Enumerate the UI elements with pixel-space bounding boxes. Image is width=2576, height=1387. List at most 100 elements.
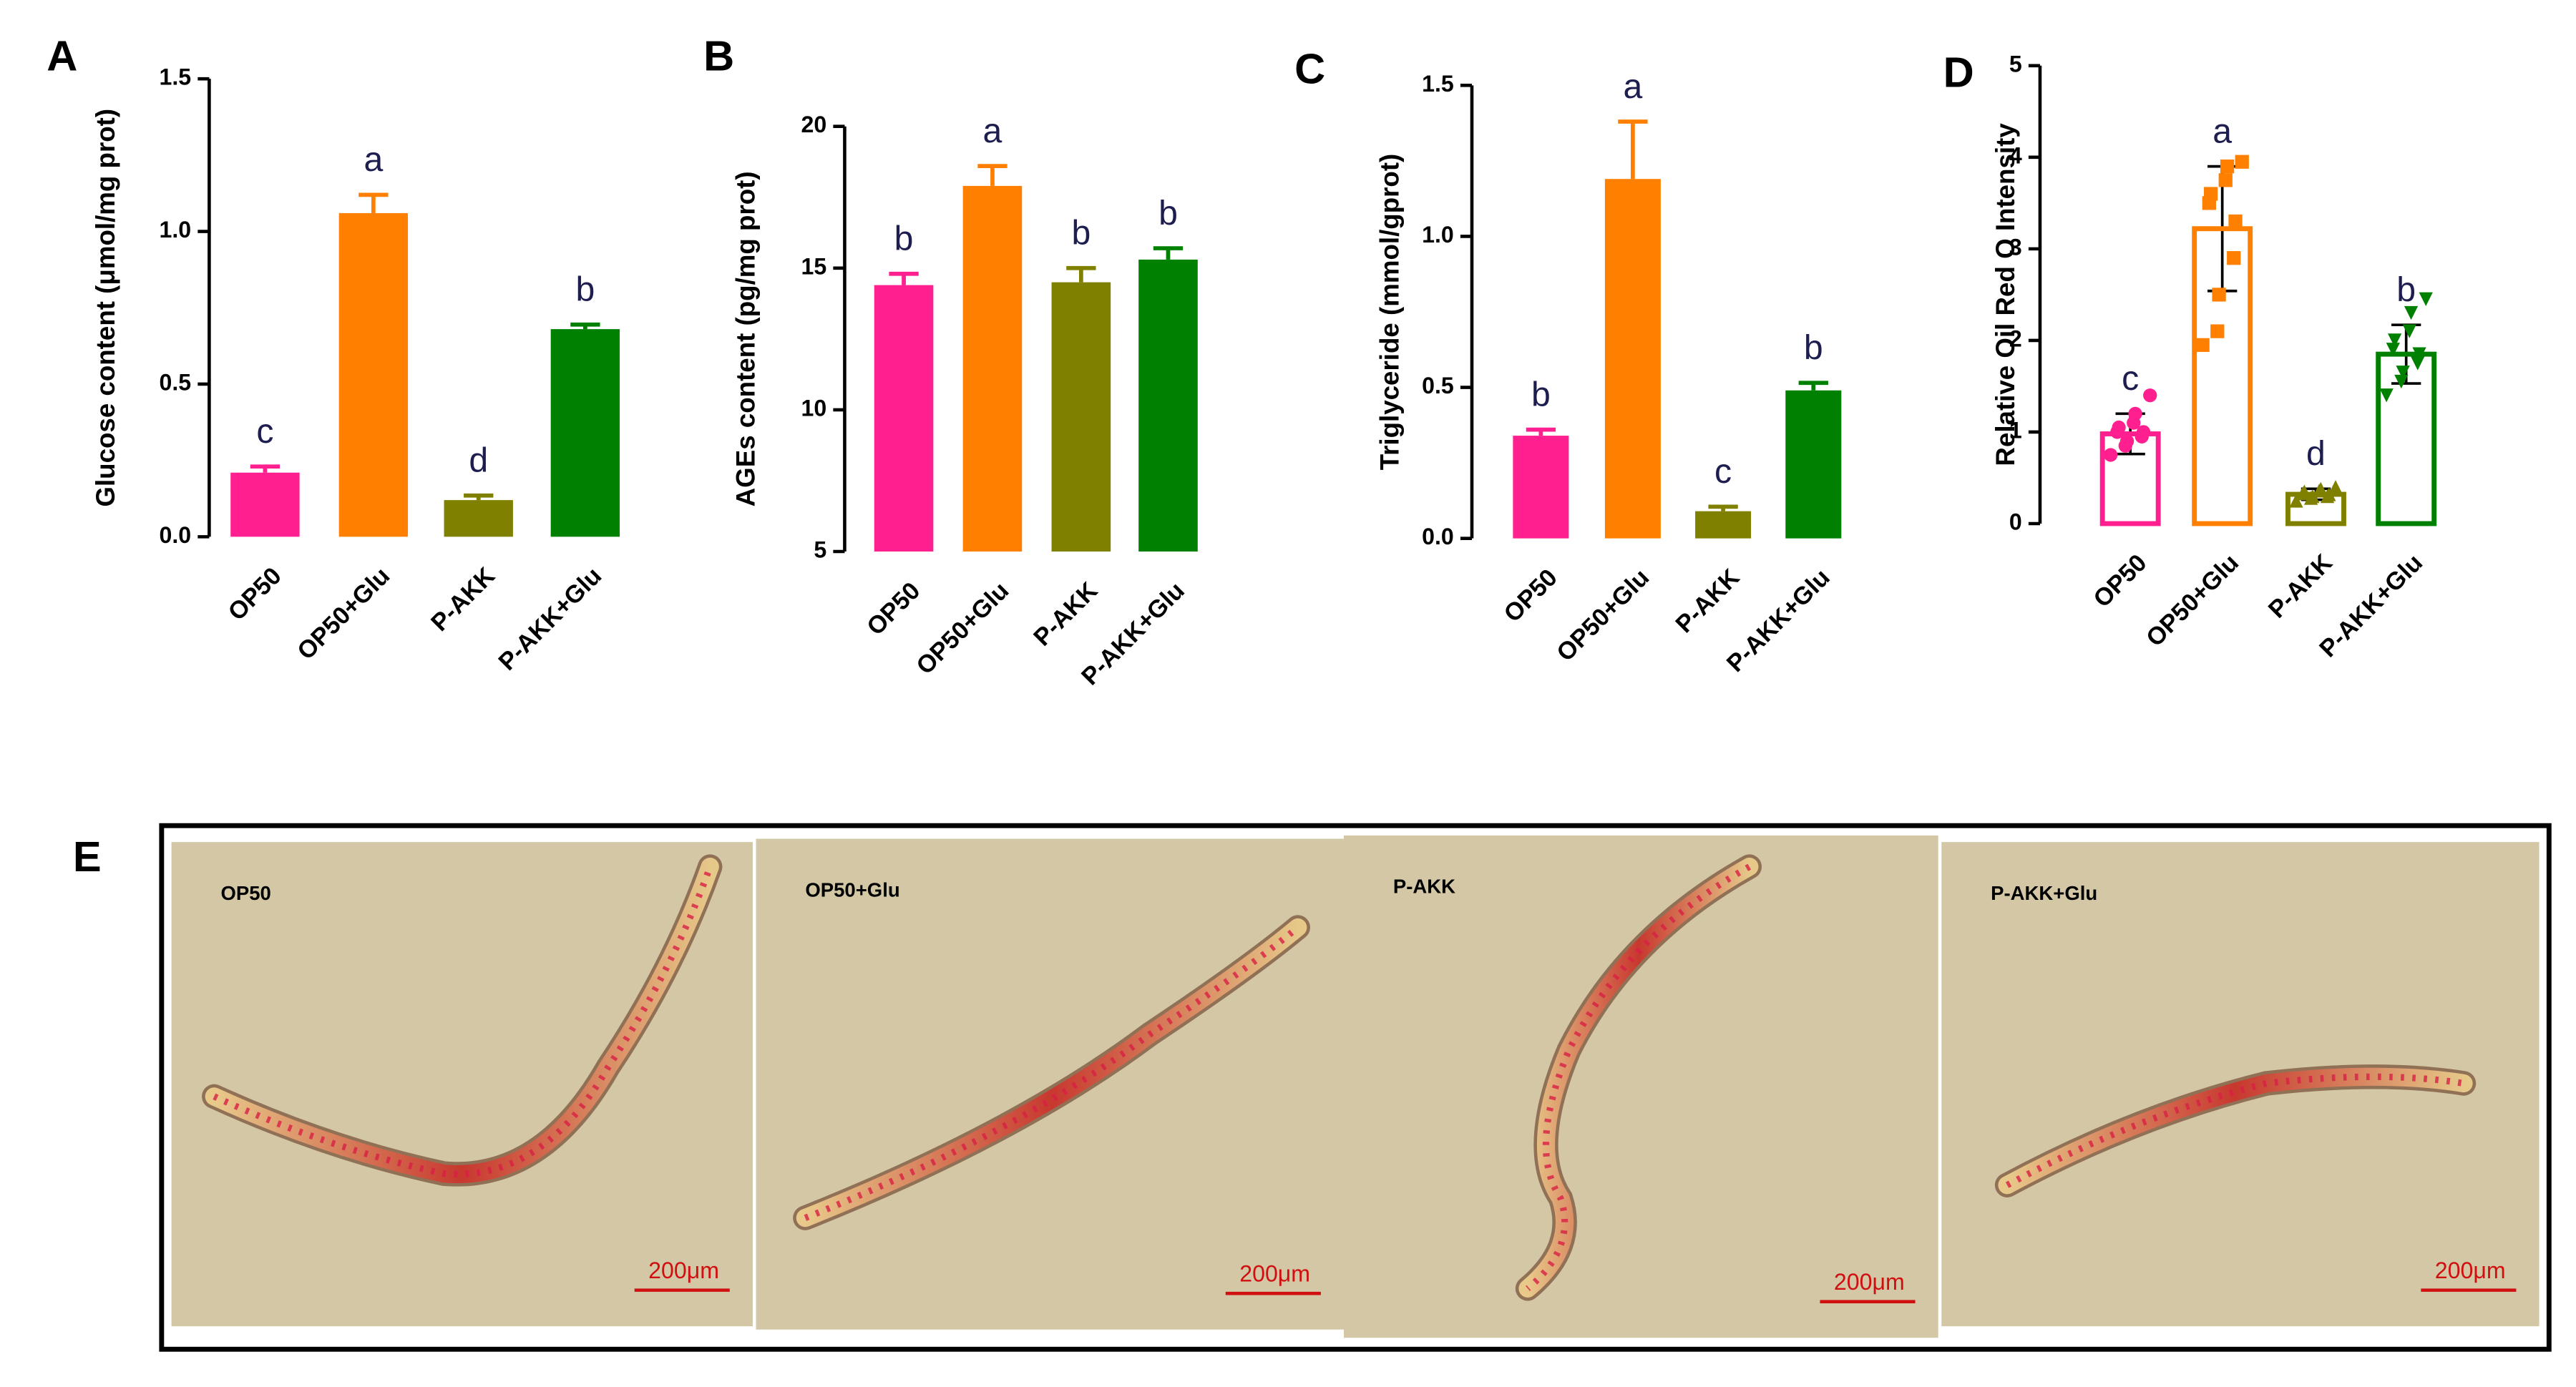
y-tick-label: 20 — [801, 112, 826, 137]
data-point — [2136, 425, 2151, 439]
significance-label: b — [1531, 375, 1551, 413]
bar — [1785, 390, 1842, 539]
data-point — [2411, 356, 2425, 371]
micrograph — [756, 838, 1345, 1330]
data-point — [2387, 333, 2402, 348]
significance-label: a — [983, 112, 1002, 150]
data-point — [2322, 487, 2336, 501]
significance-label: d — [469, 441, 488, 480]
x-tick-label: P-AKK — [426, 562, 500, 637]
image-label: OP50 — [220, 882, 270, 904]
x-tick-label: OP50 — [862, 577, 925, 641]
y-tick-label: 15 — [801, 253, 826, 279]
data-point — [2394, 374, 2409, 389]
data-point — [2220, 159, 2235, 174]
significance-label: a — [364, 140, 383, 179]
panel-letter: E — [73, 833, 102, 881]
y-tick-label: 4 — [2009, 142, 2022, 168]
bar — [874, 285, 934, 552]
scale-bar-label: 200μm — [1239, 1260, 1310, 1286]
significance-label: c — [256, 412, 273, 451]
worm-stain — [1526, 863, 1752, 1291]
bar — [444, 500, 513, 537]
significance-label: a — [1623, 67, 1642, 106]
significance-label: b — [1158, 194, 1178, 232]
x-tick-label: OP50+Glu — [292, 562, 395, 665]
y-tick-label: 0.0 — [160, 522, 192, 548]
significance-label: c — [2122, 359, 2139, 398]
data-point — [2289, 494, 2303, 508]
x-tick-label: OP50 — [1499, 564, 1563, 627]
y-tick-label: 3 — [2009, 234, 2022, 260]
bar — [1513, 436, 1569, 539]
y-tick-label: 0 — [2009, 509, 2022, 534]
y-tick-label: 1 — [2009, 417, 2022, 443]
significance-label: a — [2212, 112, 2232, 150]
y-axis-label: AGEs content (pg/mg prot) — [731, 171, 761, 506]
data-point — [2419, 292, 2433, 306]
significance-label: c — [1714, 452, 1732, 491]
worm-stain — [804, 924, 1300, 1221]
worm-stain — [2005, 1073, 2464, 1188]
y-tick-label: 5 — [814, 536, 826, 562]
significance-label: b — [1804, 328, 1823, 367]
data-point — [2218, 173, 2233, 187]
panel-letter: A — [47, 31, 77, 79]
significance-label: b — [575, 270, 595, 309]
data-point — [2227, 251, 2241, 265]
data-point — [2396, 366, 2410, 380]
y-tick-label: 0.5 — [160, 369, 192, 395]
y-tick-label: 5 — [2009, 51, 2022, 77]
data-point — [2235, 155, 2249, 169]
y-tick-label: 1.0 — [1422, 222, 1454, 247]
data-point — [2128, 406, 2142, 421]
image-label: OP50+Glu — [805, 878, 899, 901]
data-point — [2386, 343, 2400, 357]
x-tick-label: OP50+Glu — [2141, 549, 2244, 652]
x-tick-label: P-AKK+Glu — [494, 562, 608, 676]
y-tick-label: 0.5 — [1422, 373, 1454, 398]
y-axis-label: Relative Oil Red O Intensity — [1991, 123, 2020, 466]
data-point — [2119, 434, 2135, 449]
bar — [2099, 431, 2161, 526]
scale-bar-label: 200μm — [2435, 1258, 2506, 1283]
data-point — [2228, 214, 2243, 229]
bar — [2192, 226, 2253, 526]
data-point — [2313, 481, 2328, 496]
data-point — [2412, 347, 2426, 361]
y-axis-label: Glucose content (μmol/mg prot) — [91, 109, 120, 507]
micrograph — [1344, 835, 1938, 1338]
data-point — [2402, 324, 2416, 338]
x-tick-label: P-AKK — [2263, 549, 2338, 624]
x-tick-label: OP50+Glu — [1551, 564, 1654, 667]
data-point — [2379, 388, 2394, 403]
data-point — [2404, 305, 2419, 320]
significance-label: b — [894, 220, 914, 258]
y-tick-label: 1.5 — [1422, 71, 1454, 97]
data-point — [2203, 187, 2218, 201]
bar — [550, 329, 620, 537]
significance-label: d — [2306, 434, 2326, 473]
image-label: P-AKK+Glu — [1991, 882, 2097, 904]
y-tick-label: 10 — [801, 395, 826, 421]
image-label: P-AKK — [1393, 876, 1455, 898]
y-tick-label: 0.0 — [1422, 524, 1454, 549]
bar — [962, 185, 1023, 552]
data-point — [2195, 338, 2210, 352]
micrograph — [171, 842, 753, 1327]
y-tick-label: 2 — [2009, 325, 2022, 351]
bar — [230, 472, 300, 537]
x-tick-label: P-AKK — [1028, 577, 1103, 652]
panel-letter: B — [703, 31, 734, 79]
panel-letter: C — [1294, 45, 1325, 93]
y-axis-label: Triglyceride (mmol/gprot) — [1375, 154, 1404, 471]
panel-letter: D — [1943, 48, 1974, 96]
data-point — [2328, 480, 2343, 494]
data-point — [2103, 448, 2118, 462]
bar — [2376, 351, 2437, 526]
significance-label: b — [2396, 270, 2416, 309]
data-point — [2112, 420, 2126, 435]
y-tick-label: 1.0 — [160, 217, 192, 242]
